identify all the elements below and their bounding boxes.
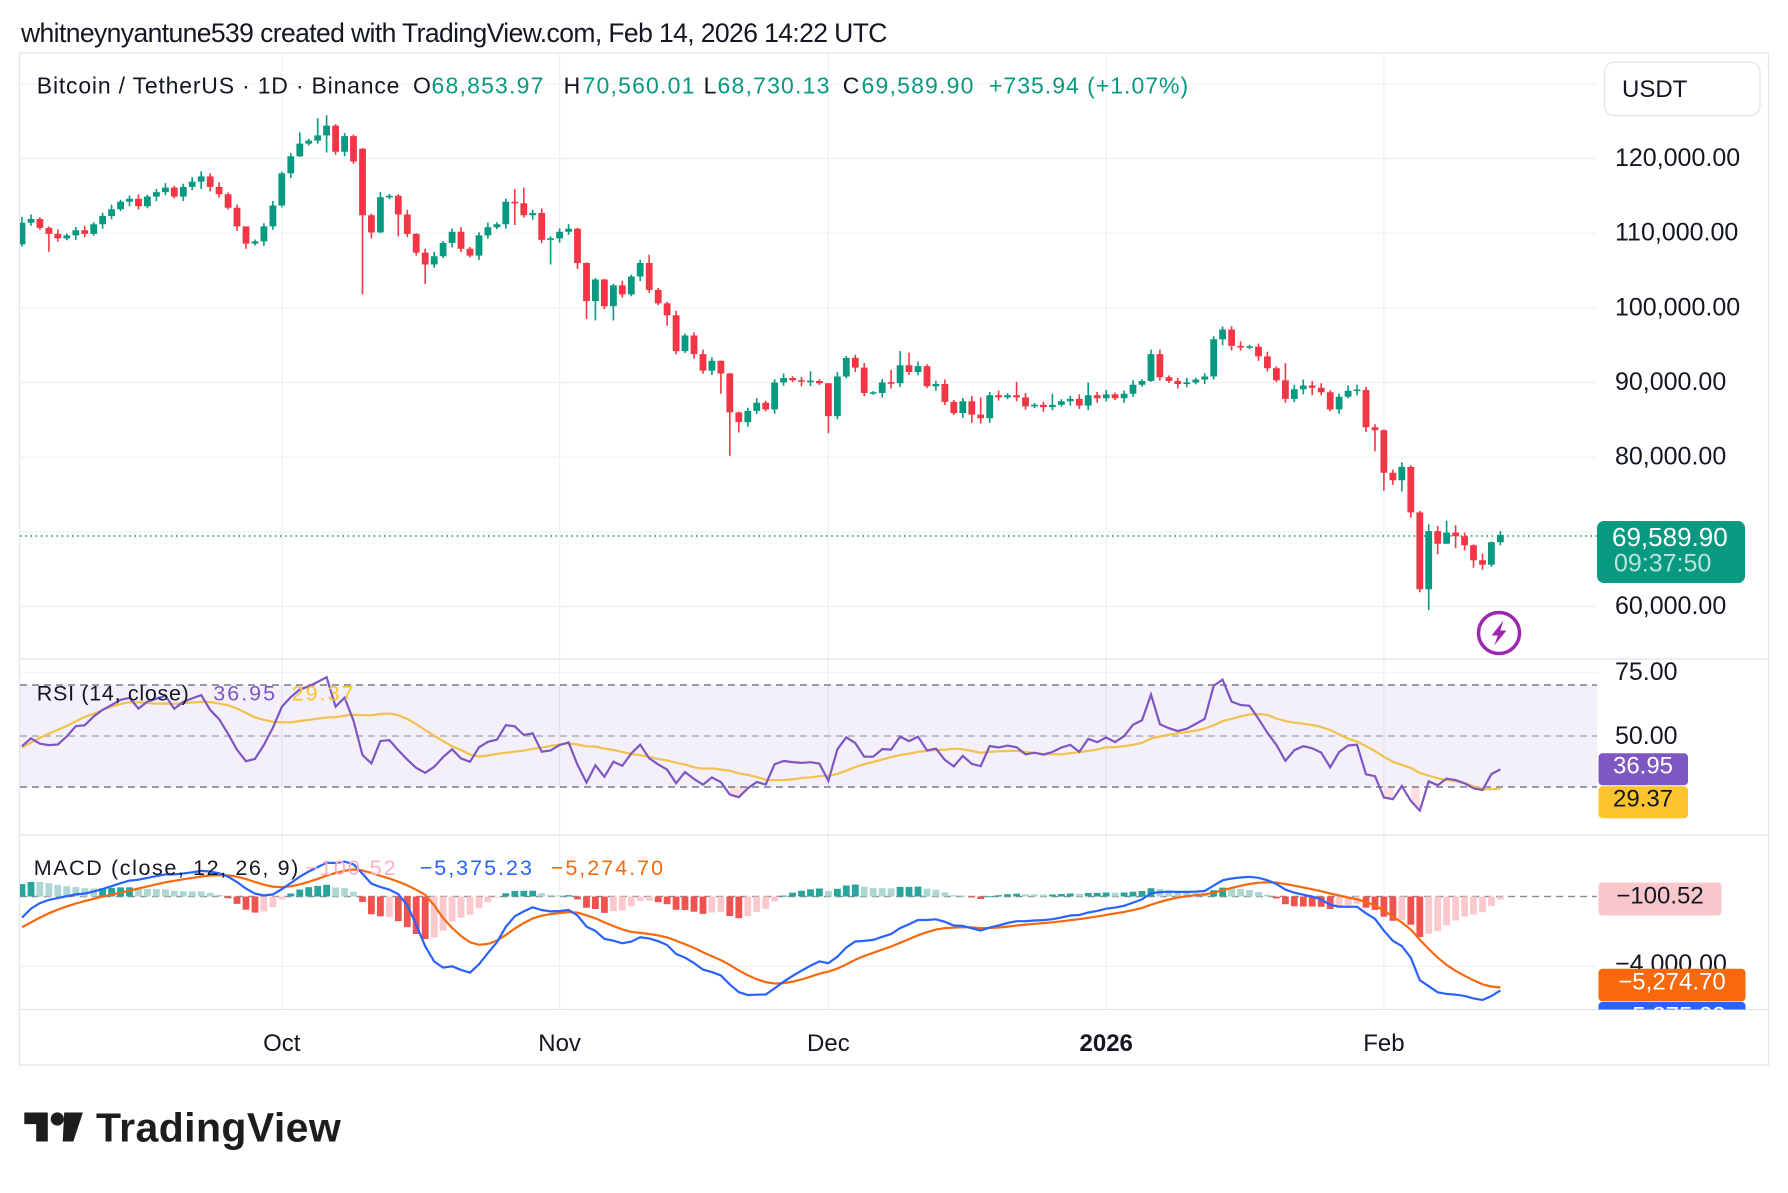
svg-text:−5,375.23: −5,375.23 bbox=[420, 856, 534, 880]
svg-text:90,000.00: 90,000.00 bbox=[1615, 368, 1726, 396]
svg-text:110,000.00: 110,000.00 bbox=[1615, 219, 1738, 247]
svg-text:29.37: 29.37 bbox=[1613, 786, 1673, 813]
svg-text:Feb: Feb bbox=[1363, 1030, 1404, 1057]
svg-text:120,000.00: 120,000.00 bbox=[1615, 144, 1740, 172]
svg-text:2026: 2026 bbox=[1080, 1030, 1133, 1057]
svg-text:36.95: 36.95 bbox=[1613, 753, 1673, 780]
svg-text:68,730.13: 68,730.13 bbox=[718, 72, 831, 98]
svg-text:−5,274.70: −5,274.70 bbox=[551, 856, 665, 880]
svg-text:−100.52: −100.52 bbox=[1616, 883, 1703, 910]
svg-text:whitneynyantune539 created wit: whitneynyantune539 created with TradingV… bbox=[20, 18, 887, 48]
svg-text:50.00: 50.00 bbox=[1615, 722, 1678, 750]
svg-text:Dec: Dec bbox=[807, 1030, 850, 1057]
svg-text:69,589.90: 69,589.90 bbox=[1612, 522, 1728, 552]
svg-text:C: C bbox=[843, 72, 860, 98]
svg-text:USDT: USDT bbox=[1622, 76, 1688, 103]
svg-text:100,000.00: 100,000.00 bbox=[1615, 293, 1740, 321]
svg-text:Bitcoin / TetherUS · 1D · Bina: Bitcoin / TetherUS · 1D · Binance bbox=[37, 72, 400, 98]
svg-text:75.00: 75.00 bbox=[1615, 658, 1678, 686]
svg-text:69,589.90: 69,589.90 bbox=[862, 72, 975, 98]
svg-text:+735.94 (+1.07%): +735.94 (+1.07%) bbox=[989, 72, 1189, 98]
svg-text:70,560.01: 70,560.01 bbox=[583, 72, 696, 98]
svg-text:80,000.00: 80,000.00 bbox=[1615, 443, 1726, 471]
svg-text:H: H bbox=[564, 72, 581, 98]
svg-text:TradingView: TradingView bbox=[96, 1105, 341, 1151]
svg-text:Oct: Oct bbox=[263, 1030, 301, 1057]
svg-text:O: O bbox=[413, 72, 431, 98]
svg-text:60,000.00: 60,000.00 bbox=[1615, 592, 1726, 620]
svg-text:RSI (14, close): RSI (14, close) bbox=[37, 681, 190, 705]
svg-text:Nov: Nov bbox=[538, 1030, 581, 1057]
svg-text:09:37:50: 09:37:50 bbox=[1614, 550, 1711, 578]
svg-text:−5,375.23: −5,375.23 bbox=[1618, 1003, 1725, 1030]
svg-text:−5,274.70: −5,274.70 bbox=[1618, 969, 1725, 996]
svg-text:MACD (close, 12, 26, 9): MACD (close, 12, 26, 9) bbox=[34, 856, 300, 880]
svg-text:29.37: 29.37 bbox=[292, 681, 356, 705]
svg-text:L: L bbox=[704, 72, 717, 98]
svg-text:68,853.97: 68,853.97 bbox=[432, 72, 545, 98]
svg-text:−100.52: −100.52 bbox=[305, 856, 397, 880]
svg-text:36.95: 36.95 bbox=[213, 681, 277, 705]
